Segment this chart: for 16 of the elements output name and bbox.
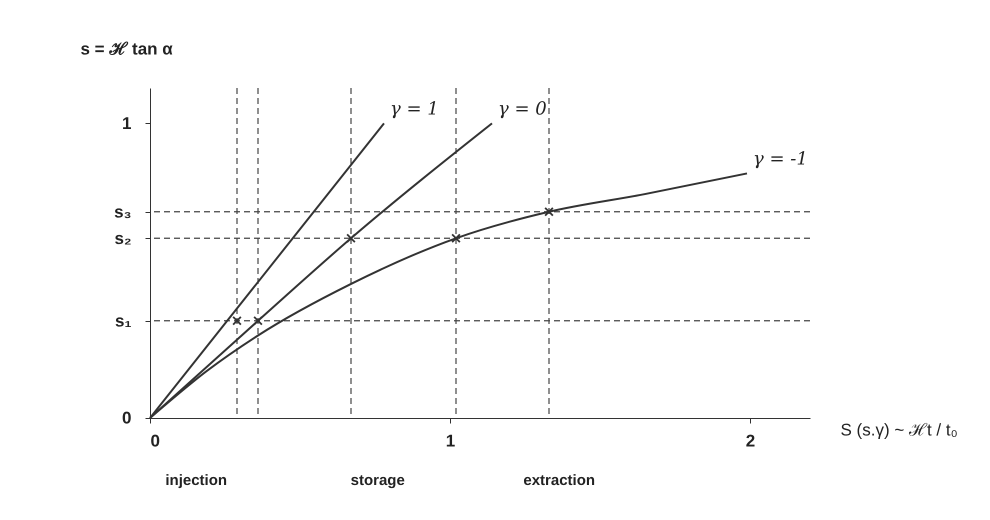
y-axis-title: s = ℋ tan α <box>80 40 174 58</box>
y-tick-label: s₁ <box>115 311 132 330</box>
x-tick-label: 0 <box>150 432 160 450</box>
y-tick-label: 1 <box>122 114 132 133</box>
text: injection <box>165 472 228 489</box>
x-tick-label: 2 <box>746 432 756 450</box>
y-tick-label: s₂ <box>114 228 132 248</box>
series-label: γ = 1 <box>390 98 439 120</box>
x-axis-title: S (s.γ) ~ ℋt / t₀ <box>840 420 958 440</box>
text: extraction <box>523 472 596 489</box>
y-tick-label: s₃ <box>114 202 132 222</box>
text: storage <box>350 472 405 489</box>
series-label: γ = 0 <box>498 98 547 120</box>
y-tick-label: 0 <box>122 408 132 428</box>
x-tick-label: 1 <box>446 432 456 450</box>
series-label: γ = -1 <box>753 148 808 170</box>
